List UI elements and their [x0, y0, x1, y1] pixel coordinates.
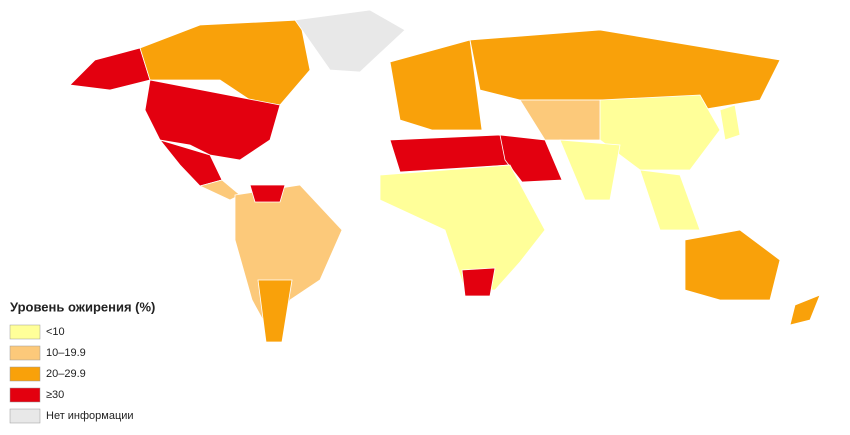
alaska	[69, 47, 151, 91]
venezuela	[249, 184, 286, 203]
arabia	[499, 134, 563, 183]
china	[599, 94, 721, 171]
legend-label: Нет информации	[46, 410, 134, 422]
legend-label: 10–19.9	[46, 347, 86, 359]
australia	[684, 229, 781, 301]
legend-swatch	[9, 366, 41, 382]
legend: Уровень ожирения (%) <10 10–19.9 20–29.9 ≥3…	[9, 299, 155, 424]
argentina	[257, 279, 293, 343]
greenland	[294, 9, 406, 73]
legend-label: 20–29.9	[46, 368, 86, 380]
south-america	[234, 184, 343, 343]
india	[559, 139, 621, 201]
legend-swatch	[9, 345, 41, 361]
europe	[389, 39, 483, 131]
legend-swatch	[9, 324, 41, 340]
map-regions	[69, 9, 821, 343]
sub-saharan-africa	[379, 164, 546, 291]
legend-label: <10	[46, 326, 65, 338]
russia	[469, 29, 781, 111]
legend-swatch	[9, 408, 41, 424]
new-zealand	[789, 294, 821, 326]
legend-swatch	[9, 387, 41, 403]
south-africa	[461, 267, 496, 297]
japan	[719, 104, 741, 141]
legend-label: ≥30	[46, 389, 64, 401]
legend-title: Уровень ожирения (%)	[10, 299, 155, 314]
southeast-asia	[639, 169, 701, 231]
